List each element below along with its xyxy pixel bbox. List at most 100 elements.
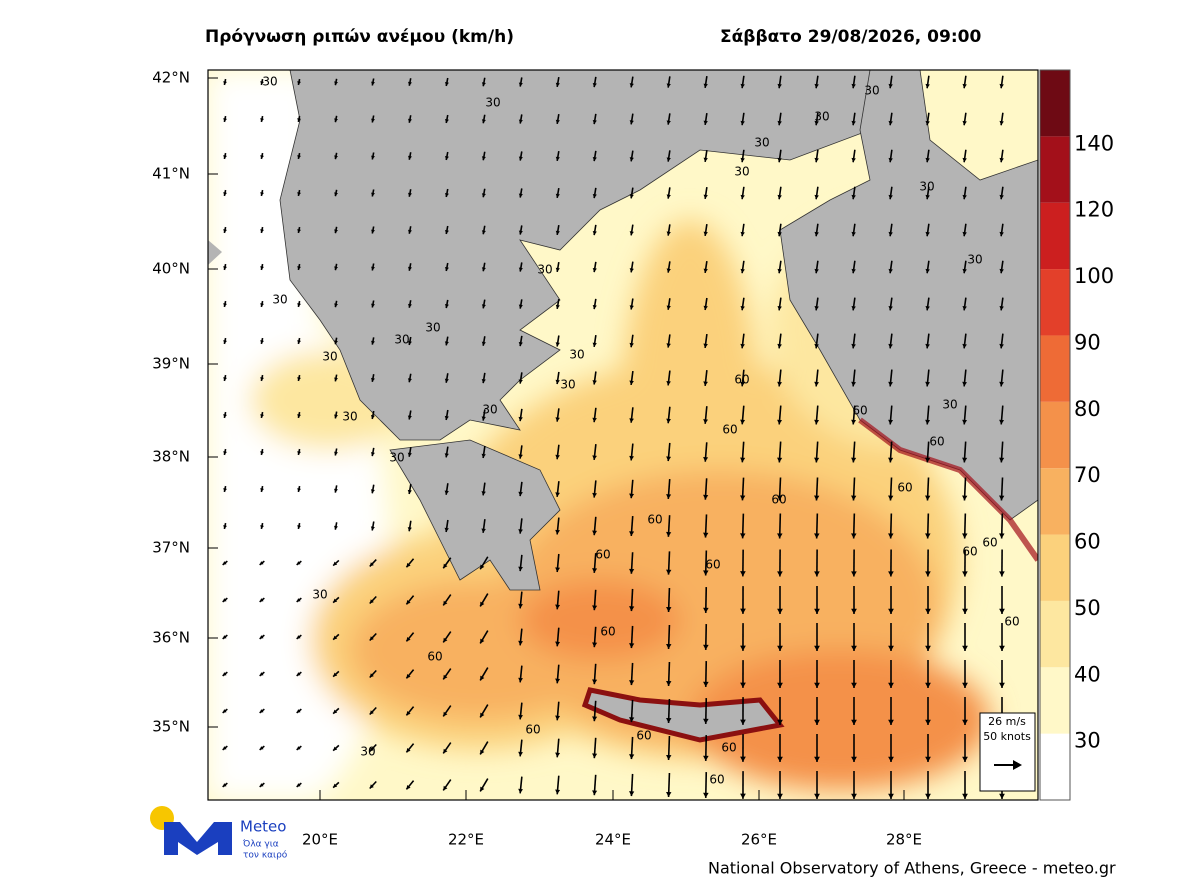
- wind-arrow-head: [999, 306, 1004, 311]
- contour-label: 30: [537, 263, 552, 277]
- contour-label: 60: [722, 423, 737, 437]
- wind-arrow-head: [371, 81, 375, 86]
- wind-arrow-head: [369, 747, 374, 752]
- wind-arrow-head: [297, 451, 301, 455]
- wind-arrow-head: [777, 231, 782, 237]
- lon-tick-label: 28°E: [886, 831, 922, 849]
- lat-tick-label: 42°N: [152, 69, 190, 87]
- wind-arrow-head: [222, 783, 227, 787]
- wind-arrow-head: [592, 267, 597, 273]
- wind-arrow-head: [443, 785, 448, 791]
- contour-label: 30: [569, 348, 584, 362]
- wind-arrow-head: [259, 561, 264, 565]
- wind-arrow-head: [703, 456, 709, 462]
- wind-arrow-head: [925, 645, 931, 651]
- wind-arrow-head: [481, 82, 486, 87]
- wind-arrow-head: [592, 380, 597, 385]
- wind-arrow-head: [777, 793, 783, 799]
- contour-label: 60: [982, 536, 997, 550]
- wind-arrow-head: [555, 82, 560, 87]
- map-title: Πρόγνωση ριπών ανέμου (km/h): [205, 27, 514, 47]
- wind-arrow-head: [888, 457, 894, 463]
- wind-arrow-head: [962, 756, 968, 762]
- wind-arrow-head: [814, 419, 820, 425]
- wind-arrow-head: [481, 156, 486, 161]
- credit: National Observatory of Athens, Greece -…: [708, 859, 1116, 878]
- wind-arrow-head: [334, 118, 338, 123]
- wind-arrow-head: [740, 194, 745, 200]
- wind-arrow-head: [592, 342, 597, 347]
- contour-label: 60: [721, 741, 736, 755]
- wind-arrow-head: [297, 155, 301, 159]
- wind-arrow-head: [962, 457, 968, 463]
- contour-label: 30: [342, 410, 357, 424]
- wind-arrow-head: [888, 381, 893, 387]
- wind-arrow-head: [740, 157, 745, 163]
- wind-arrow-head: [666, 717, 672, 724]
- wind-arrow-head: [223, 340, 227, 344]
- wind-arrow-head: [408, 81, 412, 86]
- wind-arrow-head: [555, 604, 561, 610]
- wind-arrow-head: [334, 414, 338, 419]
- wind-arrow-head: [555, 193, 560, 198]
- wind-arrow-head: [297, 303, 301, 307]
- wind-arrow-head: [851, 419, 857, 425]
- wind-arrow-head: [851, 533, 857, 539]
- wind-arrow-head: [999, 157, 1004, 163]
- wind-arrow-head: [814, 682, 820, 688]
- contour-label: 60: [709, 773, 724, 787]
- wind-arrow-head: [260, 377, 264, 381]
- wind-arrows: [222, 75, 1005, 799]
- wind-arrow-head: [444, 453, 449, 458]
- wind-arrow-head: [740, 305, 745, 311]
- lon-tick-label: 24°E: [595, 831, 631, 849]
- colorbar-label: 100: [1074, 264, 1114, 288]
- wind-arrow-head: [814, 608, 820, 614]
- colorbar-segment: [1040, 269, 1070, 336]
- wind-arrow-head: [962, 231, 967, 237]
- wind-arrow-head: [555, 567, 561, 573]
- wind-arrow-head: [592, 156, 597, 162]
- wind-arrow-head: [740, 719, 746, 725]
- wind-arrow-head: [629, 493, 635, 499]
- wind-arrow-head: [888, 194, 893, 200]
- wind-arrow-head: [629, 380, 634, 385]
- wind-arrow-head: [408, 266, 412, 271]
- wind-arrow-head: [369, 562, 374, 567]
- wind-arrow-head: [851, 756, 857, 762]
- wind-arrow-head: [777, 495, 783, 501]
- wind-arrow-head: [814, 381, 819, 387]
- wind-arrow-head: [851, 571, 857, 577]
- wind-arrow-head: [851, 231, 856, 237]
- wind-arrow-head: [629, 120, 634, 125]
- wind-arrow-head: [370, 377, 375, 382]
- wind-arrow-head: [629, 418, 634, 423]
- wind-arrow-head: [962, 306, 967, 311]
- wind-arrow-head: [222, 561, 227, 565]
- wind-arrow-head: [369, 710, 374, 715]
- contour-label: 30: [734, 165, 749, 179]
- contour-label: 30: [864, 84, 879, 98]
- wind-arrow-head: [962, 719, 968, 725]
- wind-arrow-head: [777, 83, 782, 89]
- wind-arrow-head: [666, 343, 671, 348]
- wind-arrow-head: [555, 529, 560, 535]
- wind-arrow-head: [703, 532, 709, 538]
- wind-arrow-head: [814, 343, 819, 349]
- wind-arrow-head: [925, 194, 930, 200]
- wind-arrow-head: [814, 495, 820, 501]
- wind-arrow-head: [259, 783, 264, 787]
- lat-tick-label: 41°N: [152, 165, 190, 183]
- wind-arrow-head: [962, 120, 967, 126]
- wind-arrow-head: [703, 194, 708, 199]
- wind-arrow-head: [777, 756, 783, 762]
- wind-arrow-head: [518, 714, 523, 720]
- wind-arrow-head: [814, 157, 819, 163]
- wind-arrow-head: [999, 608, 1005, 614]
- wind-arrow-head: [814, 719, 820, 725]
- wind-arrow-head: [999, 645, 1005, 651]
- wind-arrow-head: [406, 748, 411, 753]
- wind-arrow-head: [666, 456, 672, 462]
- wind-arrow-head: [223, 414, 227, 418]
- wind-arrow-head: [962, 495, 968, 501]
